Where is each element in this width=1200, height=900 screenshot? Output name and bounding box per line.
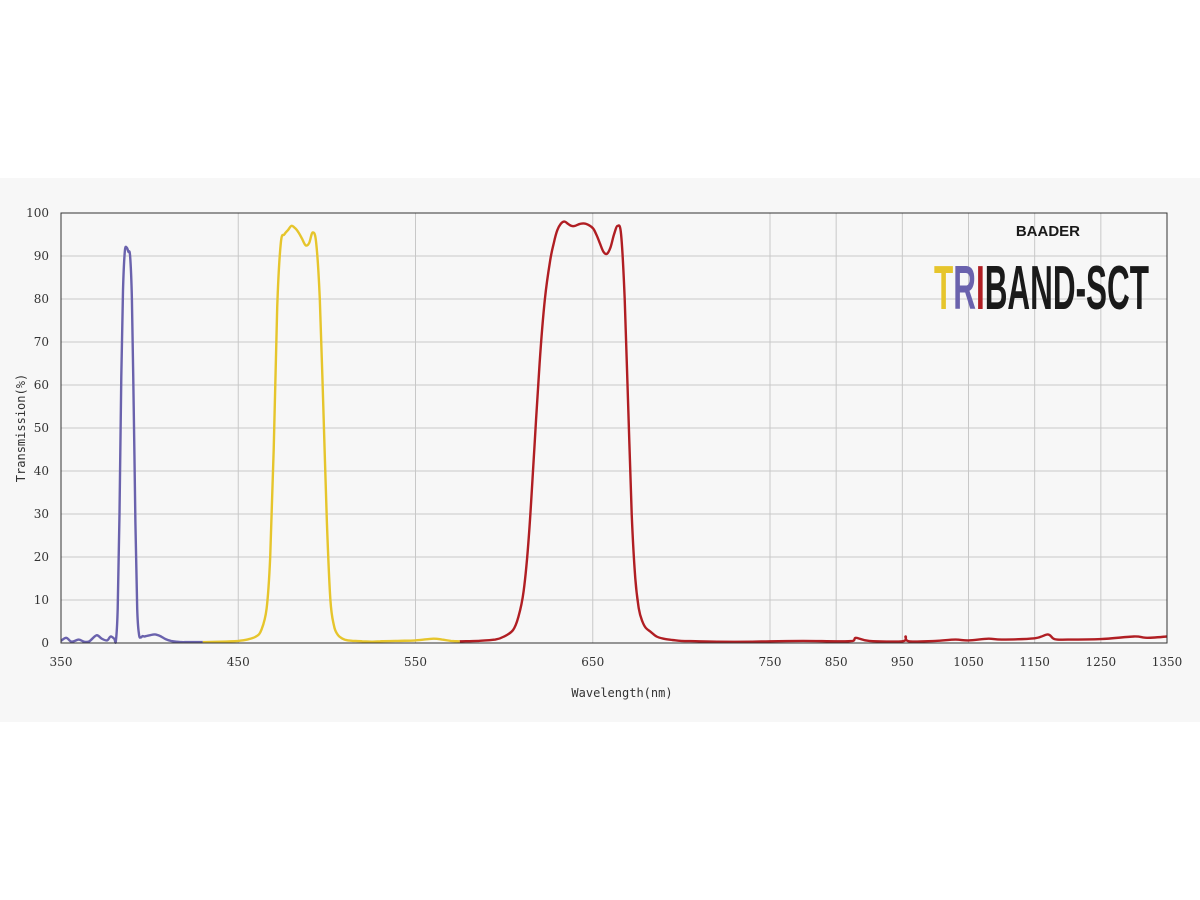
x-tick-label: 1050 [953,655,984,669]
y-axis-label: Transmission(%) [14,374,28,482]
x-tick-label: 750 [759,655,782,669]
series-line-1 [60,245,203,644]
x-tick-label: 350 [50,655,73,669]
x-tick-label: 550 [404,655,427,669]
logo-letter-t: T [934,254,953,323]
y-tick-label: 50 [34,421,49,435]
x-tick-label: 1150 [1019,655,1050,669]
y-tick-label: 0 [41,636,49,650]
x-tick-label: 1350 [1152,655,1183,669]
chart-background-band [0,178,1200,722]
y-tick-label: 90 [34,249,49,263]
plot-frame [60,212,1168,644]
x-tick-labels: 350 450 550 650 750 850 950 1050 1150 1250 1350 [50,655,1183,669]
y-tick-label: 70 [34,335,49,349]
y-tick-label: 80 [34,292,49,306]
y-tick-label: 10 [34,593,49,607]
logo-letter-r: R [953,254,976,323]
series-line-2 [202,224,460,644]
series-group [60,220,1168,644]
y-tick-labels: 0 10 20 30 40 50 60 70 80 90 100 [26,206,49,650]
logo-letter-i: I [976,254,985,323]
y-tick-label: 40 [34,464,49,478]
x-tick-label: 1250 [1086,655,1117,669]
x-tick-label: 850 [825,655,848,669]
y-tick-label: 30 [34,507,49,521]
series-line-3 [459,220,1168,643]
y-tick-label: 20 [34,550,49,564]
logo-product-text: TRIBAND-SCT [934,254,1149,323]
y-tick-label: 60 [34,378,49,392]
logo-brand-text: BAADER [1016,223,1080,240]
x-tick-label: 650 [581,655,604,669]
y-tick-label: 100 [26,206,49,220]
x-tick-label: 450 [227,655,250,669]
x-axis-label: Wavelength(nm) [571,686,672,700]
x-tick-label: 950 [891,655,914,669]
logo-band-sct: BAND-SCT [985,254,1149,323]
baader-triband-sct-logo: BAADER TRIBAND-SCT [934,223,1149,323]
